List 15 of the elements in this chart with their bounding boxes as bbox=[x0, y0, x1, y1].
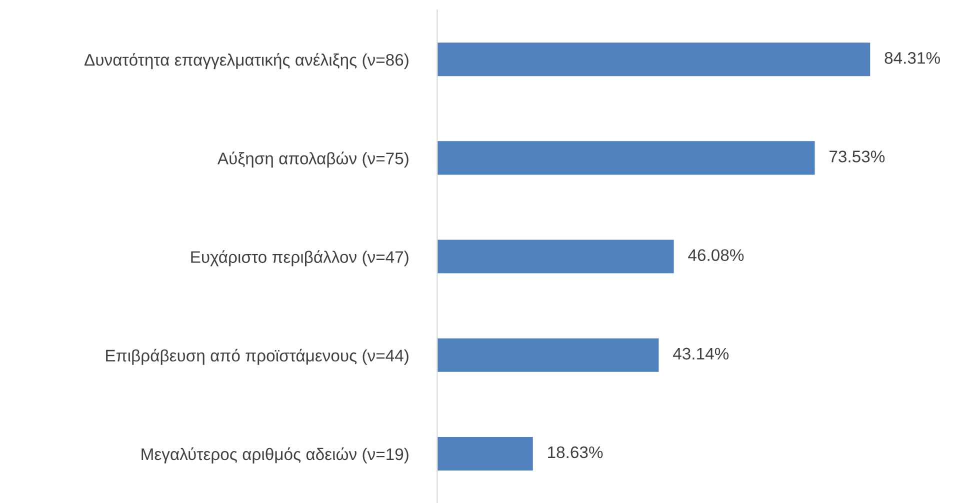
y-tick-label: Μεγαλύτερος αριθμός αδειών (ν=19) bbox=[142, 447, 408, 464]
y-tick-label: Δυνατότητα επαγγελματικής ανέλιξης (ν=86) bbox=[84, 53, 408, 70]
data-label: 73.53% bbox=[830, 150, 885, 162]
y-tick-label: Αύξηση απολαβών (ν=75) bbox=[217, 152, 408, 168]
y-tick-label: Ευχάριστο περιβάλλον (ν=47) bbox=[191, 250, 408, 266]
data-label: 18.63% bbox=[548, 446, 603, 458]
bar bbox=[437, 141, 815, 175]
data-label: 84.31% bbox=[884, 52, 940, 64]
bar bbox=[437, 240, 674, 274]
bar bbox=[437, 42, 870, 76]
data-label: 43.14% bbox=[673, 348, 729, 360]
bar bbox=[437, 436, 533, 470]
data-label: 46.08% bbox=[688, 249, 744, 262]
bar bbox=[437, 338, 659, 372]
y-tick-label: Επιβράβευση από προϊστάμενους (ν=44) bbox=[106, 348, 408, 365]
